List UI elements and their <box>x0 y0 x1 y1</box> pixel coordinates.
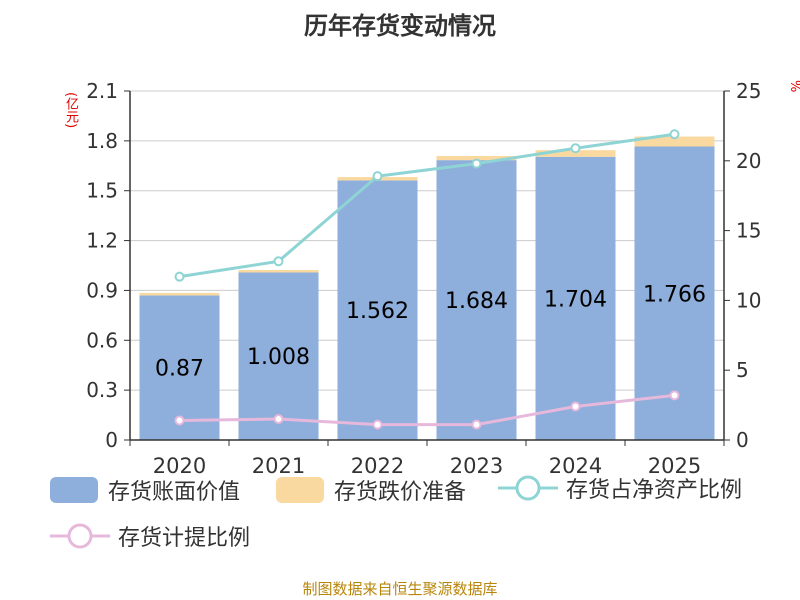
left-axis-tick-label: 0 <box>105 428 118 452</box>
provision-ratio-point <box>372 419 383 430</box>
net-assets-ratio-point <box>273 256 284 267</box>
x-axis-tick-label: 2020 <box>153 454 206 478</box>
legend-label-impairment: 存货跌价准备 <box>334 480 467 505</box>
provision-ratio-point <box>273 414 284 425</box>
net-assets-ratio-point <box>372 171 383 182</box>
legend-item-book-value[interactable]: 存货账面价值 <box>50 474 240 506</box>
legend-label-net-assets-ratio: 存货占净资产比例 <box>566 478 743 503</box>
bar-impairment <box>634 136 715 147</box>
legend-item-net-assets-ratio[interactable]: 存货占净资产比例 <box>498 472 742 504</box>
legend-swatch-impairment <box>276 477 324 503</box>
right-axis-tick-label: 10 <box>736 288 761 312</box>
bar-data-label: 1.008 <box>247 345 310 370</box>
x-axis-tick-label: 2021 <box>252 454 305 478</box>
bar-impairment <box>436 155 517 161</box>
chart-title: 历年存货变动情况 <box>304 12 496 40</box>
net-assets-ratio-point <box>570 143 581 154</box>
left-axis-unit: (亿元) <box>63 92 78 129</box>
bar-book-value <box>436 160 517 440</box>
provision-ratio-point <box>174 415 185 426</box>
bar-impairment <box>139 292 220 296</box>
provision-ratio-point <box>471 419 482 430</box>
x-axis-tick-label: 2025 <box>648 454 701 478</box>
left-axis-tick-label: 1.8 <box>86 129 118 153</box>
right-axis-tick-label: 15 <box>736 219 761 243</box>
bar-book-value <box>238 272 319 440</box>
provision-ratio-line <box>179 393 675 427</box>
data-source-note: 制图数据来自恒生聚源数据库 <box>302 580 498 598</box>
bar-impairment <box>238 269 319 273</box>
left-axis-tick-label: 1.5 <box>86 179 118 203</box>
net-assets-ratio-point <box>471 158 482 169</box>
bar-impairment <box>535 150 616 157</box>
right-axis-tick-label: 25 <box>736 79 761 103</box>
legend-item-provision-ratio[interactable]: 存货计提比例 <box>50 520 250 552</box>
provision-ratio-point <box>669 390 680 401</box>
bar-data-label: 0.87 <box>155 357 204 382</box>
right-axis-unit: % <box>788 80 800 93</box>
x-axis-tick-label: 2024 <box>549 454 602 478</box>
bar-data-label: 1.562 <box>346 299 409 324</box>
legend-line-icon-provision-ratio <box>50 523 110 549</box>
provision-ratio-point <box>570 401 581 412</box>
bar-data-label: 1.684 <box>445 289 508 314</box>
net-assets-ratio-line <box>179 132 675 279</box>
left-axis-tick-label: 0.3 <box>86 378 118 402</box>
bar-book-value <box>535 156 616 440</box>
legend-swatch-book-value <box>50 477 98 503</box>
legend-label-book-value: 存货账面价值 <box>108 480 241 505</box>
x-axis-tick-label: 2022 <box>351 454 404 478</box>
right-axis-tick-label: 20 <box>736 149 761 173</box>
bar-data-label: 1.704 <box>544 287 607 312</box>
left-axis-tick-label: 0.9 <box>86 278 118 302</box>
net-assets-ratio-point <box>174 271 185 282</box>
bar-book-value <box>337 180 418 441</box>
bar-data-label: 1.766 <box>643 282 706 307</box>
x-axis-tick-label: 2023 <box>450 454 503 478</box>
right-axis-tick-label: 0 <box>736 428 749 452</box>
left-axis-tick-label: 0.6 <box>86 328 118 352</box>
legend-item-impairment[interactable]: 存货跌价准备 <box>276 474 466 506</box>
left-axis-tick-label: 1.2 <box>86 229 118 253</box>
left-axis-tick-label: 2.1 <box>86 79 118 103</box>
net-assets-ratio-point <box>669 129 680 140</box>
legend-label-provision-ratio: 存货计提比例 <box>118 526 251 551</box>
legend-line-icon-net-assets-ratio <box>498 475 558 501</box>
right-axis-tick-label: 5 <box>736 358 749 382</box>
